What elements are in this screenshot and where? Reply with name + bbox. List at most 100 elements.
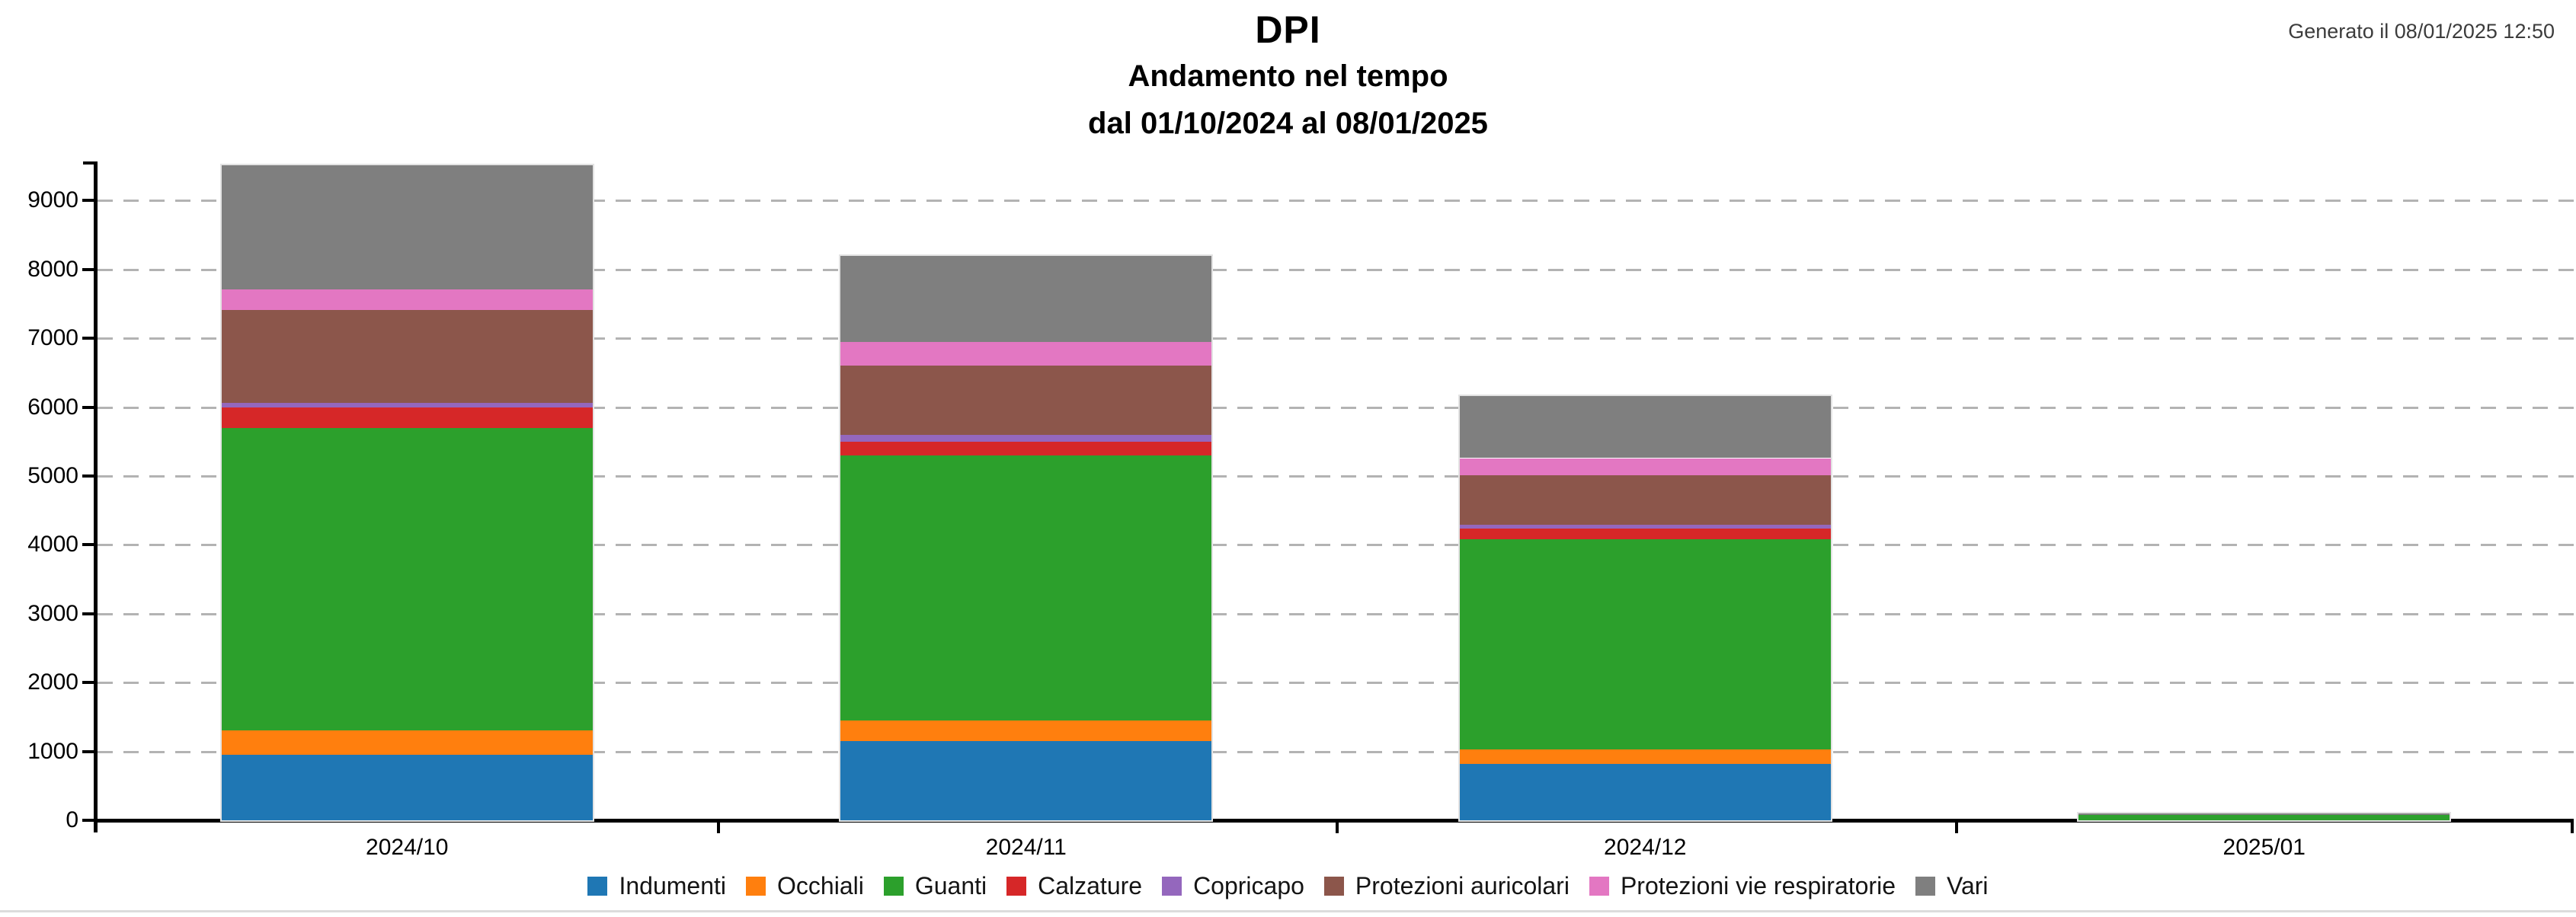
- chart-legend: Indumenti Occhiali Guanti Calzature Copricap…: [0, 872, 2576, 900]
- legend-swatch-icon: [1915, 877, 1935, 896]
- x-axis-line: [94, 819, 2574, 823]
- bar-segment-2024/11-indumenti[interactable]: [840, 741, 1212, 820]
- gridline-4000: [98, 544, 2574, 547]
- bar-segment-2024/10-calzature[interactable]: [221, 407, 593, 428]
- chart-subtitle: Andamento nel tempo: [1128, 59, 1448, 93]
- legend-label: Occhiali: [777, 872, 864, 899]
- y-axis-end-cap: [83, 161, 94, 165]
- x-axis-category-2024/11: 2024/11: [985, 835, 1067, 860]
- generated-timestamp: Generato il 08/01/2025 12:50: [2288, 20, 2555, 43]
- x-axis-category-2025/01: 2025/01: [2222, 835, 2306, 860]
- bar-segment-2024/11-occhiali[interactable]: [840, 720, 1212, 742]
- bar-segment-2024/12-calzature[interactable]: [1459, 528, 1831, 540]
- bar-segment-2024/10-protezioni-vie-respiratorie[interactable]: [221, 289, 593, 311]
- legend-label: Calzature: [1038, 872, 1143, 899]
- y-axis-label-4000: 4000: [27, 532, 78, 558]
- bar-segment-2024/12-copricapo[interactable]: [1459, 525, 1831, 529]
- bar-segment-2024/10-indumenti[interactable]: [221, 755, 593, 820]
- legend-label: Copricapo: [1193, 872, 1304, 899]
- bar-segment-2024/11-protezioni-auricolari[interactable]: [840, 366, 1212, 435]
- bar-2025/01: [2077, 811, 2452, 822]
- y-axis-tick-1000: [82, 749, 94, 753]
- bar-segment-2024/10-copricapo[interactable]: [221, 403, 593, 407]
- gridline-8000: [98, 268, 2574, 271]
- bar-segment-2024/12-protezioni-vie-respiratorie[interactable]: [1459, 458, 1831, 476]
- x-axis-tick-2: [1336, 823, 1339, 833]
- legend-swatch-icon: [1323, 877, 1344, 896]
- legend-label: Vari: [1946, 872, 1989, 899]
- gridline-5000: [98, 475, 2574, 478]
- x-axis-tick-3: [1954, 823, 1958, 833]
- y-axis-tick-6000: [82, 405, 94, 409]
- legend-item-protezioni-auricolari[interactable]: Protezioni auricolari: [1323, 872, 1570, 900]
- bar-segment-2024/10-occhiali[interactable]: [221, 730, 593, 756]
- gridline-9000: [98, 200, 2574, 203]
- bar-segment-2025/01-vari[interactable]: [2078, 813, 2450, 815]
- bar-2024/11: [839, 254, 1214, 822]
- legend-item-guanti[interactable]: Guanti: [883, 872, 987, 900]
- bar-2024/12: [1458, 395, 1832, 822]
- legend-swatch-icon: [1589, 877, 1609, 896]
- y-axis-label-3000: 3000: [27, 600, 78, 626]
- y-axis-tick-9000: [82, 199, 94, 203]
- gridline-2000: [98, 682, 2574, 685]
- bar-segment-2024/10-vari[interactable]: [221, 165, 593, 290]
- bar-segment-2025/01-guanti[interactable]: [2078, 814, 2450, 820]
- y-axis-tick-5000: [82, 474, 94, 478]
- y-axis-tick-3000: [82, 612, 94, 615]
- legend-item-occhiali[interactable]: Occhiali: [746, 872, 864, 900]
- x-axis-category-2024/10: 2024/10: [366, 835, 449, 860]
- bar-segment-2024/11-guanti[interactable]: [840, 455, 1212, 720]
- gridline-7000: [98, 337, 2574, 340]
- y-axis-tick-0: [82, 819, 94, 822]
- gridline-1000: [98, 750, 2574, 753]
- bar-segment-2024/11-protezioni-vie-respiratorie[interactable]: [840, 341, 1212, 366]
- y-axis-tick-7000: [82, 337, 94, 340]
- legend-item-calzature[interactable]: Calzature: [1006, 872, 1142, 900]
- legend-item-copricapo[interactable]: Copricapo: [1162, 872, 1304, 900]
- bar-2024/10: [219, 164, 594, 822]
- bar-segment-2024/11-copricapo[interactable]: [840, 434, 1212, 442]
- page-title: DPI: [1255, 8, 1321, 51]
- legend-label: Guanti: [914, 872, 987, 899]
- bar-segment-2024/12-occhiali[interactable]: [1459, 749, 1831, 764]
- bar-segment-2024/12-protezioni-auricolari[interactable]: [1459, 475, 1831, 526]
- bar-segment-2024/11-calzature[interactable]: [840, 441, 1212, 455]
- legend-swatch-icon: [746, 877, 766, 896]
- x-axis-category-2024/12: 2024/12: [1604, 835, 1687, 860]
- legend-label: Indumenti: [619, 872, 727, 899]
- chart-period-label: dal 01/10/2024 al 08/01/2025: [1088, 107, 1488, 140]
- legend-swatch-icon: [1162, 877, 1182, 896]
- y-axis-line: [94, 161, 98, 832]
- y-axis-label-7000: 7000: [27, 325, 78, 351]
- y-axis-tick-8000: [82, 267, 94, 271]
- y-axis-label-0: 0: [66, 807, 78, 832]
- bar-segment-2024/12-vari[interactable]: [1459, 396, 1831, 458]
- chart-bottom-border: [0, 910, 2576, 912]
- y-axis-tick-2000: [82, 681, 94, 685]
- legend-item-vari[interactable]: Vari: [1915, 872, 1989, 900]
- legend-swatch-icon: [883, 877, 904, 896]
- y-axis-label-2000: 2000: [27, 669, 78, 695]
- legend-item-indumenti[interactable]: Indumenti: [587, 872, 726, 900]
- legend-swatch-icon: [587, 877, 608, 896]
- bar-segment-2024/10-guanti[interactable]: [221, 427, 593, 731]
- legend-label: Protezioni auricolari: [1355, 872, 1570, 899]
- y-axis-label-1000: 1000: [27, 738, 78, 764]
- bar-segment-2024/10-protezioni-auricolari[interactable]: [221, 310, 593, 404]
- legend-item-protezioni-vie-respiratorie[interactable]: Protezioni vie respiratorie: [1589, 872, 1896, 900]
- bar-segment-2024/12-guanti[interactable]: [1459, 539, 1831, 749]
- bar-segment-2024/11-vari[interactable]: [840, 255, 1212, 342]
- x-axis-tick-1: [716, 823, 720, 833]
- y-axis-label-5000: 5000: [27, 463, 78, 488]
- gridline-6000: [98, 406, 2574, 409]
- y-axis-tick-4000: [82, 543, 94, 547]
- bar-segment-2024/12-indumenti[interactable]: [1459, 763, 1831, 820]
- y-axis-label-6000: 6000: [27, 394, 78, 420]
- legend-swatch-icon: [1006, 877, 1027, 896]
- y-axis-label-9000: 9000: [27, 187, 78, 213]
- gridline-3000: [98, 612, 2574, 615]
- legend-label: Protezioni vie respiratorie: [1620, 872, 1896, 899]
- x-axis-tick-4: [2571, 823, 2574, 833]
